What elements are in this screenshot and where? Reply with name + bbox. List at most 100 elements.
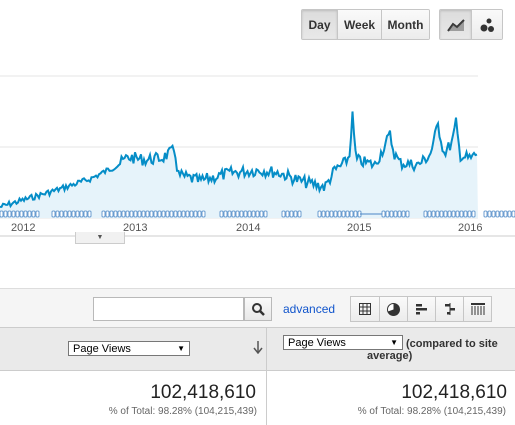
annotation-marker[interactable] <box>125 210 130 218</box>
annotation-marker[interactable] <box>219 210 224 218</box>
annotation-marker[interactable] <box>177 210 182 218</box>
annotation-marker[interactable] <box>491 210 496 218</box>
annotation-marker[interactable] <box>121 210 126 218</box>
annotation-marker[interactable] <box>11 210 16 218</box>
annotation-marker[interactable] <box>63 210 68 218</box>
annotation-marker[interactable] <box>333 210 338 218</box>
chart-collapse-toggle[interactable]: ▼ <box>75 232 125 244</box>
annotation-marker[interactable] <box>427 210 432 218</box>
advanced-link[interactable]: advanced <box>283 302 336 316</box>
annotation-marker[interactable] <box>141 210 146 218</box>
annotation-marker[interactable] <box>235 210 240 218</box>
annotation-marker[interactable] <box>169 210 174 218</box>
comparison-view-button[interactable] <box>435 297 463 321</box>
annotation-marker[interactable] <box>443 210 448 218</box>
annotation-marker[interactable] <box>337 210 342 218</box>
metric-select-primary[interactable]: Page Views ▼ <box>68 341 190 356</box>
annotation-marker[interactable] <box>467 210 472 218</box>
month-button[interactable]: Month <box>381 10 429 39</box>
line-chart-button[interactable] <box>440 10 471 39</box>
annotation-marker[interactable] <box>297 210 302 218</box>
annotation-marker[interactable] <box>185 210 190 218</box>
annotation-marker[interactable] <box>27 210 32 218</box>
annotation-marker[interactable] <box>227 210 232 218</box>
table-view-button[interactable] <box>351 297 379 321</box>
day-button[interactable]: Day <box>302 10 337 39</box>
annotation-marker[interactable] <box>193 210 198 218</box>
annotation-marker[interactable] <box>19 210 24 218</box>
annotation-marker[interactable] <box>59 210 64 218</box>
annotation-marker[interactable] <box>503 210 508 218</box>
annotation-marker[interactable] <box>105 210 110 218</box>
sort-descending-icon[interactable] <box>253 341 263 354</box>
annotation-marker[interactable] <box>3 210 8 218</box>
annotation-marker[interactable] <box>349 210 354 218</box>
annotation-marker[interactable] <box>101 210 106 218</box>
annotation-marker[interactable] <box>7 210 12 218</box>
annotation-marker[interactable] <box>451 210 456 218</box>
annotation-marker[interactable] <box>201 210 206 218</box>
annotation-marker[interactable] <box>55 210 60 218</box>
annotation-marker[interactable] <box>79 210 84 218</box>
annotation-marker[interactable] <box>397 210 402 218</box>
annotation-marker[interactable] <box>263 210 268 218</box>
annotation-marker[interactable] <box>459 210 464 218</box>
annotation-marker[interactable] <box>329 210 334 218</box>
annotation-marker[interactable] <box>231 210 236 218</box>
annotation-marker[interactable] <box>137 210 142 218</box>
annotation-marker[interactable] <box>145 210 150 218</box>
annotation-marker[interactable] <box>405 210 410 218</box>
annotation-marker[interactable] <box>35 210 40 218</box>
annotation-marker[interactable] <box>321 210 326 218</box>
annotation-marker[interactable] <box>495 210 500 218</box>
week-button[interactable]: Week <box>337 10 381 39</box>
annotation-marker[interactable] <box>293 210 298 218</box>
annotation-marker[interactable] <box>71 210 76 218</box>
annotation-marker[interactable] <box>483 210 488 218</box>
annotation-marker[interactable] <box>239 210 244 218</box>
annotation-marker[interactable] <box>281 210 286 218</box>
annotation-marker[interactable] <box>385 210 390 218</box>
annotation-marker[interactable] <box>341 210 346 218</box>
annotation-marker[interactable] <box>317 210 322 218</box>
annotation-marker[interactable] <box>243 210 248 218</box>
annotation-marker[interactable] <box>0 210 4 218</box>
annotation-marker[interactable] <box>401 210 406 218</box>
annotation-marker[interactable] <box>463 210 468 218</box>
annotation-marker[interactable] <box>165 210 170 218</box>
table-search-input[interactable] <box>93 297 244 321</box>
annotation-marker[interactable] <box>129 210 134 218</box>
annotation-marker[interactable] <box>447 210 452 218</box>
annotation-marker[interactable] <box>423 210 428 218</box>
annotation-marker[interactable] <box>67 210 72 218</box>
annotation-marker[interactable] <box>157 210 162 218</box>
annotation-marker[interactable] <box>109 210 114 218</box>
annotation-marker[interactable] <box>455 210 460 218</box>
annotation-marker[interactable] <box>381 210 386 218</box>
annotation-marker[interactable] <box>181 210 186 218</box>
annotation-marker[interactable] <box>197 210 202 218</box>
annotation-marker[interactable] <box>247 210 252 218</box>
annotation-marker[interactable] <box>251 210 256 218</box>
annotation-marker[interactable] <box>255 210 260 218</box>
annotation-marker[interactable] <box>511 210 515 218</box>
annotation-marker[interactable] <box>153 210 158 218</box>
annotation-marker[interactable] <box>117 210 122 218</box>
annotation-marker[interactable] <box>289 210 294 218</box>
metric-select-comparison[interactable]: Page Views ▼ <box>283 335 403 350</box>
annotation-marker[interactable] <box>87 210 92 218</box>
annotation-marker[interactable] <box>507 210 512 218</box>
annotation-marker[interactable] <box>285 210 290 218</box>
annotation-marker[interactable] <box>389 210 394 218</box>
annotation-marker[interactable] <box>189 210 194 218</box>
annotation-marker[interactable] <box>51 210 56 218</box>
annotation-marker[interactable] <box>31 210 36 218</box>
annotation-marker[interactable] <box>15 210 20 218</box>
pie-view-button[interactable] <box>379 297 407 321</box>
annotation-marker[interactable] <box>471 210 476 218</box>
annotation-marker[interactable] <box>259 210 264 218</box>
annotation-marker[interactable] <box>353 210 358 218</box>
annotation-marker[interactable] <box>393 210 398 218</box>
motion-chart-button[interactable] <box>471 10 502 39</box>
annotation-marker[interactable] <box>161 210 166 218</box>
